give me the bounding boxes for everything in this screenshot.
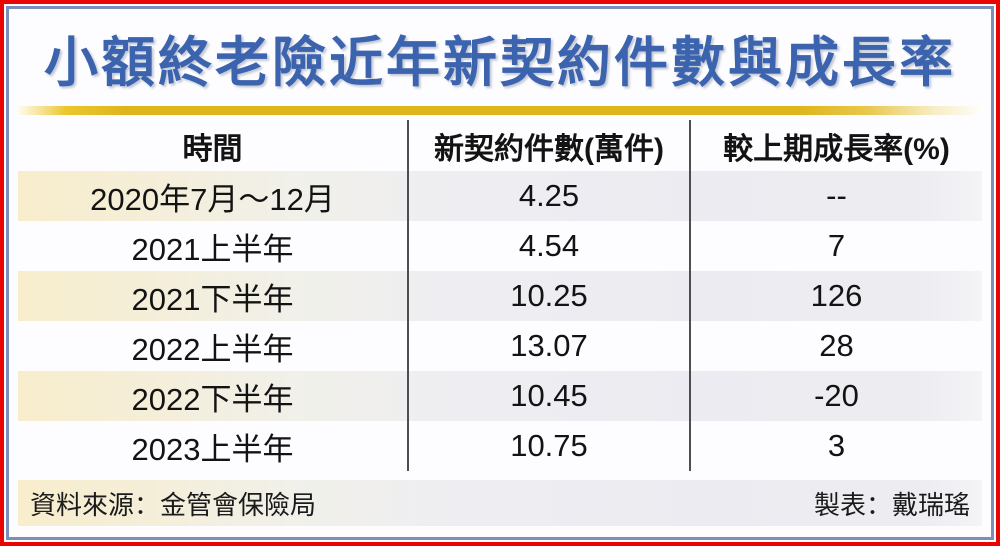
column-header-contracts: 新契約件數(萬件)	[407, 120, 691, 171]
footer-bar: 資料來源：金管會保險局 製表：戴瑞瑤	[18, 480, 982, 526]
cell-growth: 3	[827, 428, 846, 463]
cell-period: 2021上半年	[131, 231, 294, 267]
table-row: 2022下半年 10.45 -20	[18, 371, 982, 421]
cell-contracts: 4.25	[407, 171, 691, 221]
cell-growth: 126	[810, 278, 863, 313]
infographic-inner-panel: 小額終老險近年新契約件數與成長率 時間 新契約件數(萬件) 較上期成長率(%) …	[6, 6, 994, 540]
cell-period: 2023上半年	[131, 431, 294, 467]
cell-period: 2022下半年	[131, 381, 294, 417]
table-credit-label: 製表：戴瑞瑤	[813, 489, 970, 520]
column-header-time: 時間	[182, 132, 243, 166]
column-header-growth: 較上期成長率(%)	[723, 132, 950, 166]
cell-contracts: 10.25	[407, 271, 691, 321]
cell-growth: --	[826, 178, 847, 213]
cell-growth: 7	[827, 228, 846, 263]
cell-growth: -20	[814, 378, 859, 413]
data-source-label: 資料來源：金管會保險局	[30, 489, 317, 520]
cell-contracts: 10.45	[407, 371, 691, 421]
table-row: 2021下半年 10.25 126	[18, 271, 982, 321]
cell-contracts: 13.07	[407, 321, 691, 371]
table-row: 2020年7月～12月 4.25 --	[18, 171, 982, 221]
cell-contracts: 4.54	[407, 221, 691, 271]
table-row: 2023上半年 10.75 3	[18, 421, 982, 471]
data-table: 時間 新契約件數(萬件) 較上期成長率(%) 2020年7月～12月 4.25 …	[18, 120, 982, 471]
cell-contracts: 10.75	[407, 421, 691, 471]
table-row: 2022上半年 13.07 28	[18, 321, 982, 371]
cell-period: 2021下半年	[131, 281, 294, 317]
gold-divider-bar	[18, 106, 982, 115]
title-bar: 小額終老險近年新契約件數與成長率	[18, 9, 982, 106]
cell-growth: 28	[819, 328, 854, 363]
table-header-row: 時間 新契約件數(萬件) 較上期成長率(%)	[18, 120, 982, 171]
page-title: 小額終老險近年新契約件數與成長率	[44, 33, 956, 93]
cell-period: 2020年7月～12月	[90, 181, 335, 217]
cell-period: 2022上半年	[131, 331, 294, 367]
table-row: 2021上半年 4.54 7	[18, 221, 982, 271]
